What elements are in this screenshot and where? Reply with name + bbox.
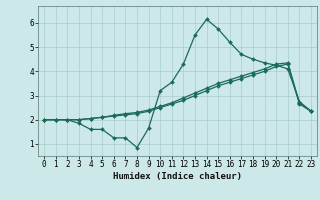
X-axis label: Humidex (Indice chaleur): Humidex (Indice chaleur) — [113, 172, 242, 181]
